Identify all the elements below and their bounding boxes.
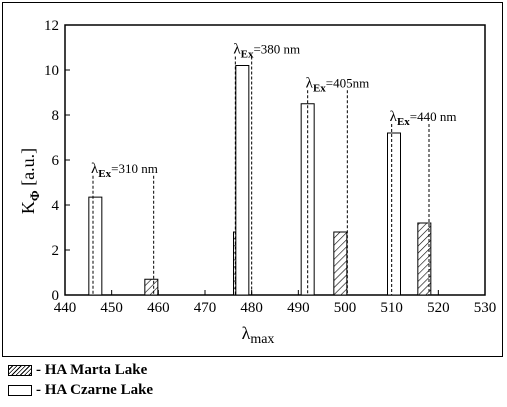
x-tick-label: 490 <box>287 300 310 316</box>
excitation-label: λEx=405nm <box>306 75 370 94</box>
bar-czarne <box>387 132 401 296</box>
chart-frame: 440 450 460 470 480 490 500 510 520 530 0 2 4 6 8 10 12 … <box>2 2 503 357</box>
x-tick-label: 510 <box>380 300 403 316</box>
y-tick-label: 8 <box>52 108 60 124</box>
x-axis-title: λmax <box>242 323 275 347</box>
bar-marta <box>144 278 159 296</box>
legend-label-marta: - HA Marta Lake <box>36 361 148 378</box>
legend-swatch-open <box>8 384 32 396</box>
legend-label-czarne: - HA Czarne Lake <box>36 381 154 398</box>
bar-marta <box>333 231 348 296</box>
legend: - HA Marta Lake - HA Czarne Lake <box>8 360 308 404</box>
excitation-label: λEx=310 nm <box>91 161 158 180</box>
legend-item-marta: - HA Marta Lake <box>8 360 308 380</box>
x-tick-label: 480 <box>240 300 263 316</box>
x-tick-label: 440 <box>54 300 77 316</box>
y-tick-label: 12 <box>44 18 59 34</box>
x-tick-label: 460 <box>147 300 170 316</box>
excitation-label: λEx=440 nm <box>390 109 457 128</box>
y-tick-label: 2 <box>52 243 60 259</box>
x-tick-label: 530 <box>474 300 497 316</box>
bar-czarne <box>235 65 250 296</box>
y-tick-label: 4 <box>52 198 60 214</box>
excitation-label: λEx=380 nm <box>233 42 300 61</box>
x-tick-label: 450 <box>100 300 123 316</box>
x-tick-label: 500 <box>334 300 357 316</box>
y-axis-title: KΦ [a.u.] <box>18 148 42 214</box>
bar-czarne <box>300 103 315 296</box>
y-tick-label: 10 <box>44 63 59 79</box>
bar-marta <box>417 222 432 296</box>
x-tick-label: 470 <box>194 300 217 316</box>
legend-swatch-hatched <box>8 364 32 376</box>
y-tick-label: 6 <box>52 153 60 169</box>
legend-item-czarne: - HA Czarne Lake <box>8 380 308 400</box>
bar-czarne <box>88 196 103 296</box>
x-tick-label: 520 <box>427 300 450 316</box>
bar-chart: 440 450 460 470 480 490 500 510 520 530024681012 … <box>18 18 497 347</box>
y-tick-label: 0 <box>52 288 60 304</box>
